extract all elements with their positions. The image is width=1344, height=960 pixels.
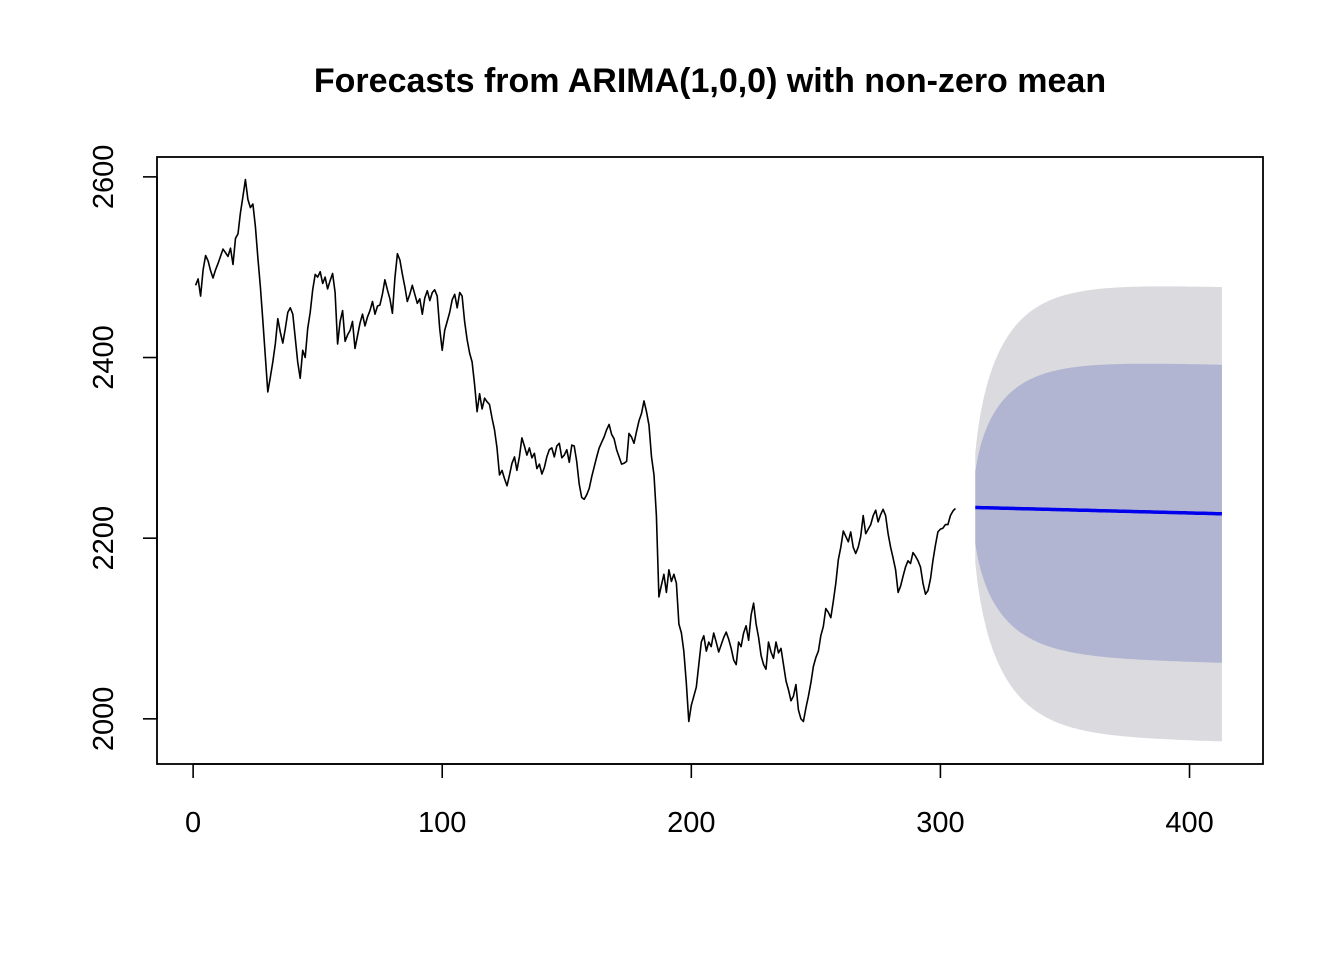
y-tick-label: 2400 bbox=[88, 325, 120, 390]
x-axis: 0 100 200 300 400 bbox=[185, 763, 1214, 839]
x-tick-label: 0 bbox=[185, 807, 201, 839]
y-axis: 2000 2200 2400 2600 bbox=[88, 145, 158, 752]
x-tick-label: 100 bbox=[418, 807, 466, 839]
y-tick-label: 2600 bbox=[88, 145, 120, 210]
y-tick-label: 2000 bbox=[88, 687, 120, 752]
pi80-band bbox=[975, 363, 1222, 663]
y-tick-label: 2200 bbox=[88, 506, 120, 571]
x-tick-label: 400 bbox=[1165, 807, 1213, 839]
prediction-intervals bbox=[975, 286, 1222, 742]
x-tick-label: 200 bbox=[667, 807, 715, 839]
chart-title: Forecasts from ARIMA(1,0,0) with non-zer… bbox=[314, 62, 1106, 100]
x-tick-label: 300 bbox=[916, 807, 964, 839]
forecast-mean-line bbox=[975, 505, 1222, 516]
observed-line bbox=[194, 178, 956, 723]
series-lines bbox=[194, 178, 1222, 723]
